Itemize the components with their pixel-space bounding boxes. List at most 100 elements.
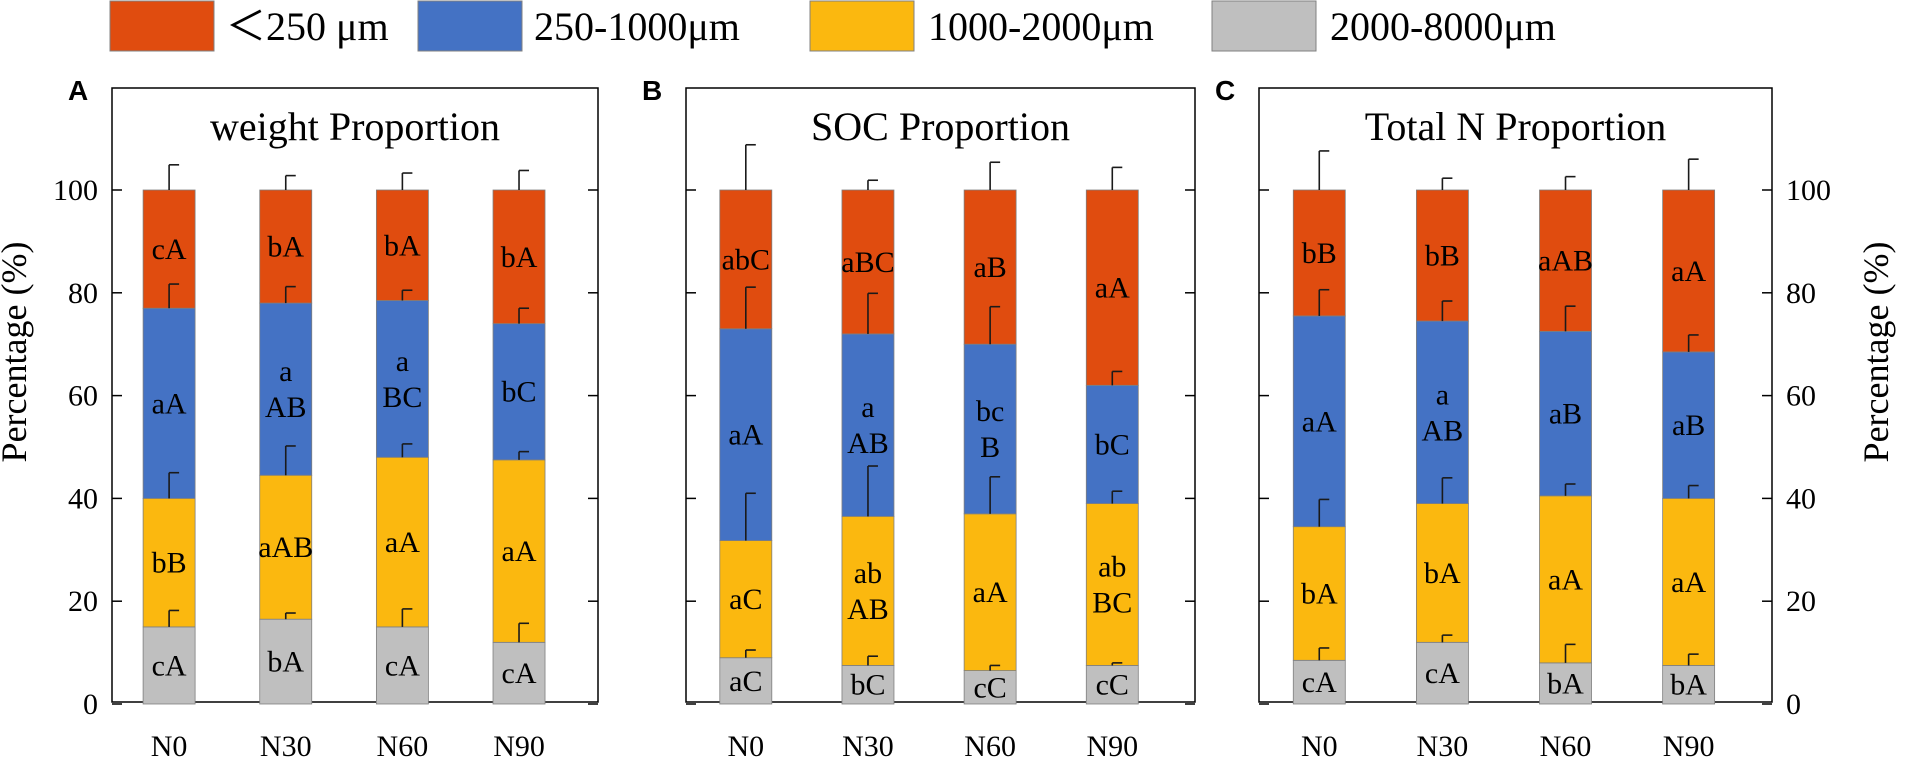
bar-segment — [841, 665, 895, 705]
x-tick-label: N90 — [1663, 730, 1715, 763]
y-tick-label-left: 0 — [83, 688, 98, 721]
significance-label: cA — [152, 233, 187, 266]
x-tick-label: N90 — [1086, 730, 1138, 763]
significance-label: cA — [1302, 666, 1337, 699]
bar-segment — [375, 626, 429, 705]
significance-label: aB — [1672, 409, 1705, 442]
significance-label: bB — [1425, 240, 1460, 273]
legend-swatch-4 — [1211, 0, 1317, 52]
bar-segment — [1539, 495, 1592, 664]
significance-label: aA — [1095, 272, 1130, 305]
legend-swatch-2 — [417, 0, 523, 52]
legend-label-4: 2000-8000μm — [1330, 4, 1556, 49]
y-tick-label-left: 100 — [53, 174, 98, 207]
significance-label: aAB — [1538, 245, 1593, 278]
significance-label: abC — [722, 243, 770, 276]
panel-letter: C — [1215, 75, 1235, 106]
bar-segment — [963, 670, 1017, 705]
significance-label: bB — [1302, 237, 1337, 270]
significance-label: ab — [854, 557, 882, 590]
x-tick-label: N60 — [1540, 730, 1592, 763]
significance-label: aA — [1671, 566, 1706, 599]
significance-label: bA — [1424, 557, 1461, 590]
bar-segment — [719, 540, 773, 659]
significance-label: a — [861, 391, 874, 424]
panel-letter: A — [68, 75, 88, 106]
x-tick-label: N30 — [260, 730, 312, 763]
bar-segment — [142, 626, 196, 705]
significance-label: AB — [1422, 414, 1464, 447]
significance-label: cA — [152, 649, 187, 682]
panel-C: C Total N Proportion 0 20 40 60 80 100 N0 cA bA aA b… — [1215, 75, 1831, 763]
y-tick-label-right: 80 — [1786, 277, 1816, 310]
significance-label: aA — [973, 576, 1008, 609]
significance-label: cA — [1425, 657, 1460, 690]
x-tick-label: N0 — [1301, 730, 1338, 763]
significance-label: aC — [729, 665, 762, 698]
y-tick-label-right: 20 — [1786, 585, 1816, 618]
x-tick-label: N60 — [377, 730, 429, 763]
x-tick-label: N90 — [493, 730, 545, 763]
x-tick-label: N0 — [727, 730, 764, 763]
x-tick-label: N30 — [842, 730, 894, 763]
significance-label: BC — [1092, 586, 1132, 619]
bar-segment — [259, 618, 313, 705]
significance-label: bB — [152, 547, 187, 580]
bar-segment — [1415, 320, 1469, 504]
significance-label: aC — [729, 583, 762, 616]
bar-segment — [1539, 662, 1592, 705]
x-tick-label: N30 — [1417, 730, 1469, 763]
bar-segment — [492, 459, 546, 643]
significance-label: cC — [1096, 669, 1129, 702]
bar-segment — [375, 300, 429, 458]
significance-label: aB — [973, 251, 1006, 284]
bar-segment — [492, 641, 546, 705]
significance-label: bA — [1301, 577, 1338, 610]
significance-label: AB — [265, 391, 307, 424]
significance-label: bc — [976, 395, 1004, 428]
bar-segment — [1085, 503, 1139, 666]
legend-swatch-1 — [109, 0, 215, 52]
significance-label: aA — [152, 387, 187, 420]
legend-label-2: 250-1000μm — [534, 4, 740, 49]
y-tick-label-left: 20 — [68, 585, 98, 618]
significance-label: bC — [1095, 428, 1130, 461]
y-tick-label-left: 60 — [68, 380, 98, 413]
significance-label: aA — [1302, 405, 1337, 438]
bar-segment — [492, 189, 546, 325]
legend: ＜250 μm 250-1000μm 1000-2000μm 2000-8000μm — [109, 0, 1556, 52]
y-tick-label-left: 80 — [68, 277, 98, 310]
panel-title: weight Proportion — [210, 104, 500, 149]
significance-label: bC — [850, 669, 885, 702]
panel-title: Total N Proportion — [1365, 104, 1667, 149]
y-tick-label-right: 60 — [1786, 380, 1816, 413]
bar-segment — [1662, 497, 1716, 666]
significance-label: cC — [973, 671, 1006, 704]
bar-segment — [259, 474, 313, 620]
legend-swatch-3 — [809, 0, 915, 52]
significance-label: BC — [382, 381, 422, 414]
significance-label: cA — [502, 657, 537, 690]
significance-label: aA — [728, 419, 763, 452]
legend-label-1: ＜250 μm — [226, 4, 389, 49]
significance-label: bC — [502, 376, 537, 409]
bar-segment — [1085, 189, 1139, 386]
significance-label: bA — [1670, 669, 1707, 702]
bar-segment — [142, 307, 196, 499]
significance-label: aBC — [841, 246, 894, 279]
significance-label: bA — [1547, 667, 1584, 700]
significance-label: cA — [385, 649, 420, 682]
bar-segment — [841, 515, 895, 666]
bar-segment — [1662, 665, 1716, 705]
significance-label: a — [1436, 378, 1449, 411]
significance-label: AB — [847, 593, 889, 626]
bar-segment — [1292, 659, 1346, 705]
panel-title: SOC Proportion — [811, 104, 1070, 149]
bar-segment — [1085, 665, 1139, 705]
significance-label: bA — [267, 231, 304, 264]
x-tick-label: N60 — [964, 730, 1016, 763]
significance-label: a — [396, 345, 409, 378]
